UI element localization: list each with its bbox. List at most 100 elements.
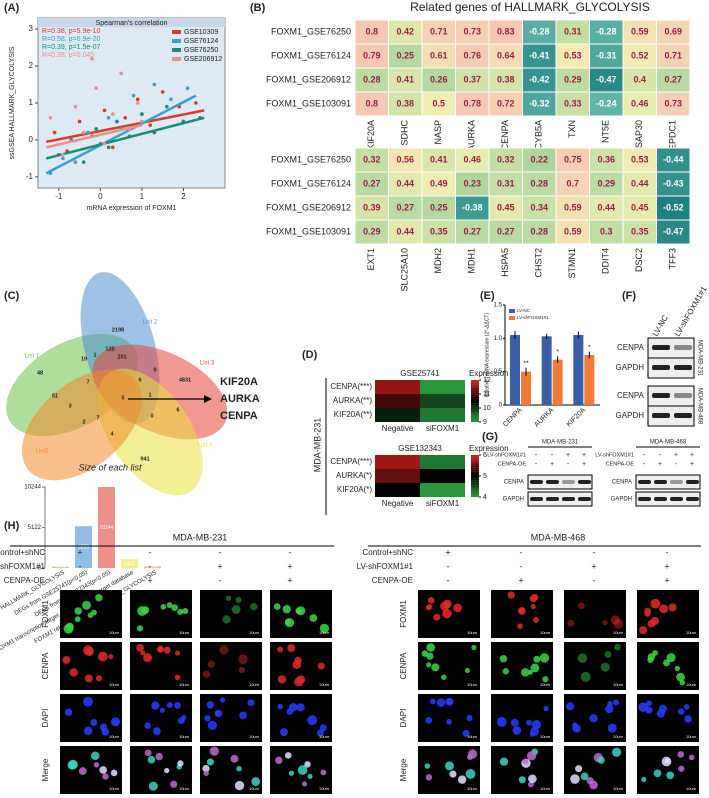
heatmap-title: GSE25741	[400, 369, 440, 378]
column-label: Negative	[382, 424, 414, 433]
scale-bar: 10um	[319, 786, 330, 791]
condition-mark: +	[566, 452, 570, 459]
cell	[152, 727, 161, 736]
cell	[436, 698, 446, 707]
legend-ramp	[471, 492, 479, 495]
cell	[613, 618, 624, 629]
point	[106, 115, 111, 120]
legend-ramp	[471, 415, 479, 418]
cell	[247, 699, 255, 707]
band	[686, 480, 699, 484]
venn-count: 6	[176, 407, 179, 413]
legend-ramp	[471, 386, 479, 389]
heat-cell	[589, 91, 624, 117]
cell-value: 0.31	[497, 178, 515, 188]
cell	[231, 605, 241, 614]
heatmap-title: GSE132343	[398, 444, 442, 453]
heat-cell	[488, 195, 523, 221]
legend-ramp	[471, 394, 479, 397]
band	[674, 393, 692, 398]
cell	[580, 671, 591, 682]
band	[670, 497, 683, 501]
cell-value: 0.29	[564, 74, 582, 84]
cell	[287, 644, 296, 653]
cell-value: 0.44	[396, 178, 414, 188]
cell	[282, 604, 291, 614]
scale-bar: 10um	[613, 682, 624, 687]
legend-tick-label: 5	[483, 473, 487, 480]
stain-label: CENPA	[399, 652, 408, 680]
column-label: CENPA	[500, 120, 510, 150]
heat-cell	[388, 91, 423, 117]
stain-label: Merge	[399, 758, 408, 781]
x-tick-label: CENPA	[502, 407, 524, 429]
legend-ramp	[471, 392, 479, 395]
plot-bg	[37, 17, 226, 189]
cell	[589, 714, 598, 723]
cell-value: 0.8	[365, 26, 378, 36]
cell-value: 0.76	[463, 50, 481, 60]
scale-bar: 10um	[686, 682, 697, 687]
scale-bar: 10um	[179, 786, 190, 791]
cell	[159, 707, 165, 713]
cell	[543, 705, 549, 712]
venn-count: 0	[150, 413, 153, 419]
condition-mark: -	[551, 452, 554, 459]
column-label: EXT1	[366, 248, 376, 271]
cell	[203, 770, 209, 777]
point	[135, 101, 140, 105]
condition-mark: -	[675, 461, 678, 468]
heat-cell	[388, 43, 423, 69]
cell	[638, 702, 649, 713]
x-axis-label: mRNA expression of FOXM1	[87, 205, 177, 212]
cell	[235, 596, 242, 603]
cell-value: 0.71	[430, 26, 448, 36]
y-tick-label: 10244	[24, 485, 41, 491]
cell-value: 0.29	[363, 226, 381, 236]
stain-label: DAPI	[399, 709, 408, 728]
condition-mark: -	[535, 452, 538, 459]
cell-value: -0.47	[596, 74, 617, 84]
legend-swatch	[509, 316, 515, 320]
condition-mark: -	[289, 547, 292, 557]
heat-cell	[375, 455, 420, 469]
cell-value: 0.46	[463, 154, 481, 164]
heat-cell	[421, 171, 456, 197]
point	[81, 130, 86, 135]
scale-bar: 10um	[686, 786, 697, 791]
cell	[209, 746, 219, 756]
cell	[166, 602, 173, 609]
cell-value: 0.33	[564, 98, 582, 108]
column-label: MDH1	[467, 248, 477, 274]
heat-cell	[488, 43, 523, 69]
heat-cell	[420, 469, 465, 483]
cell	[677, 708, 685, 715]
micrograph	[491, 642, 553, 690]
bar-value: 163	[56, 565, 65, 571]
scale-bar: 10um	[540, 682, 551, 687]
cell	[74, 607, 82, 615]
cell-line: MDA-MB-231	[173, 532, 228, 542]
heat-cell	[589, 147, 624, 173]
cell-value: -0.44	[663, 154, 684, 164]
cell	[140, 650, 146, 656]
condition-mark: +	[664, 561, 669, 571]
cell	[238, 666, 246, 674]
significance: *	[556, 349, 559, 356]
condition-label: LV-shFOXM1#1	[595, 452, 634, 458]
condition-mark: -	[219, 547, 222, 557]
cell-value: 0.59	[564, 202, 582, 212]
condition-mark: -	[567, 461, 570, 468]
venn-count: 3	[68, 403, 71, 409]
legend-tick-label: 11	[483, 391, 490, 398]
cell	[607, 701, 613, 707]
y-tick-label: 0	[499, 403, 503, 409]
cell	[441, 674, 447, 681]
condition-label: CENPA-OE	[372, 576, 413, 585]
scale-bar: 10um	[109, 682, 120, 687]
legend-label: LV-shFOXM1#1	[517, 315, 549, 320]
cell	[148, 781, 158, 791]
cell-value: 0.22	[530, 154, 548, 164]
cell-value: -0.47	[663, 226, 684, 236]
cell	[90, 719, 98, 726]
